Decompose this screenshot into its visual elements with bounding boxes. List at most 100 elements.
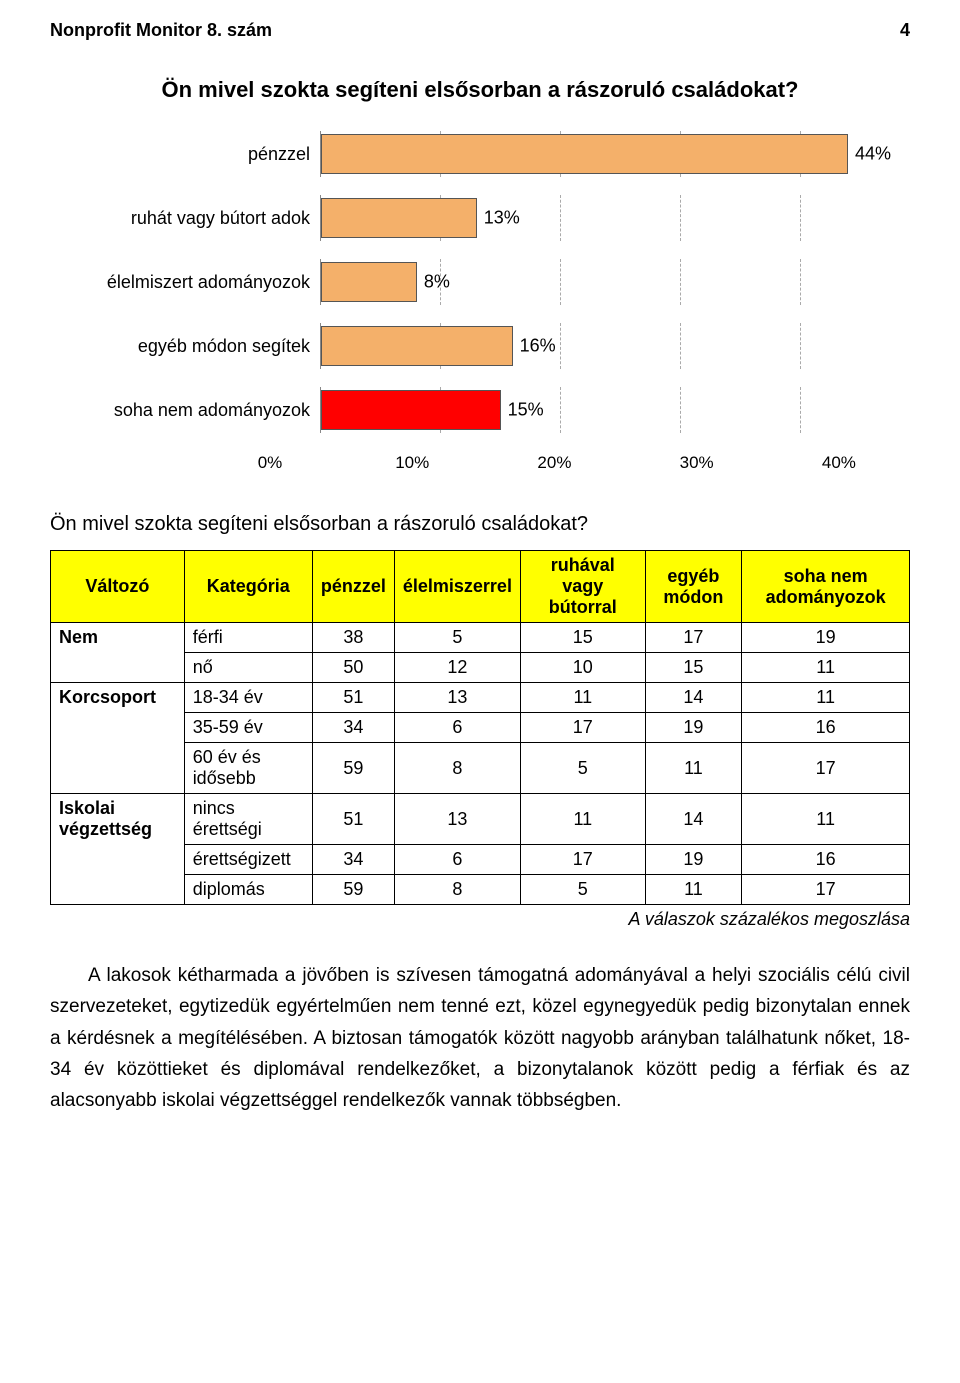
table-category-cell: nincs érettségi bbox=[184, 794, 312, 845]
chart-plot-area: 15% bbox=[320, 387, 860, 433]
table-header-cell: pénzzel bbox=[312, 551, 394, 623]
table-value-cell: 34 bbox=[312, 713, 394, 743]
axis-tick-label: 30% bbox=[680, 453, 714, 473]
chart-row: egyéb módon segítek16% bbox=[100, 323, 860, 369]
question-2-title: Ön mivel szokta segíteni elsősorban a rá… bbox=[50, 513, 910, 536]
chart-row: soha nem adományozok15% bbox=[100, 387, 860, 433]
table-value-cell: 12 bbox=[394, 653, 520, 683]
chart-bar: 16% bbox=[321, 326, 513, 366]
table-value-cell: 50 bbox=[312, 653, 394, 683]
chart-bar: 44% bbox=[321, 134, 848, 174]
chart-bar-label: pénzzel bbox=[100, 144, 320, 165]
axis-tick-label: 0% bbox=[258, 453, 283, 473]
chart-bar-value: 16% bbox=[512, 336, 556, 357]
table-category-cell: 18-34 év bbox=[184, 683, 312, 713]
table-value-cell: 11 bbox=[520, 794, 645, 845]
chart-bar-value: 8% bbox=[416, 272, 450, 293]
table-caption: A válaszok százalékos megoszlása bbox=[50, 909, 910, 930]
table-value-cell: 17 bbox=[742, 743, 910, 794]
chart-bar: 15% bbox=[321, 390, 501, 430]
table-header-cell: Változó bbox=[51, 551, 185, 623]
table-row: Korcsoport18-34 év5113111411 bbox=[51, 683, 910, 713]
table-value-cell: 51 bbox=[312, 683, 394, 713]
table-value-cell: 16 bbox=[742, 713, 910, 743]
table-value-cell: 59 bbox=[312, 743, 394, 794]
table-value-cell: 17 bbox=[645, 623, 742, 653]
table-category-cell: diplomás bbox=[184, 875, 312, 905]
table-value-cell: 14 bbox=[645, 794, 742, 845]
chart-bar: 8% bbox=[321, 262, 417, 302]
table-value-cell: 14 bbox=[645, 683, 742, 713]
table-header-cell: ruhával vagy bútorral bbox=[520, 551, 645, 623]
table-value-cell: 17 bbox=[742, 875, 910, 905]
table-value-cell: 8 bbox=[394, 875, 520, 905]
table-value-cell: 11 bbox=[645, 743, 742, 794]
chart-bar-value: 13% bbox=[476, 208, 520, 229]
chart-plot-area: 13% bbox=[320, 195, 860, 241]
chart-x-axis: 0% 10% 20% 30% 40% bbox=[50, 453, 910, 473]
table-value-cell: 16 bbox=[742, 845, 910, 875]
table-header-cell: Kategória bbox=[184, 551, 312, 623]
table-value-cell: 5 bbox=[520, 743, 645, 794]
chart-bar-value: 44% bbox=[847, 144, 891, 165]
table-value-cell: 11 bbox=[520, 683, 645, 713]
breakdown-table: VáltozóKategóriapénzzelélelmiszerrelruhá… bbox=[50, 550, 910, 905]
table-value-cell: 11 bbox=[742, 794, 910, 845]
table-value-cell: 59 bbox=[312, 875, 394, 905]
doc-title: Nonprofit Monitor 8. szám bbox=[50, 20, 272, 41]
page-header: Nonprofit Monitor 8. szám 4 bbox=[50, 20, 910, 41]
body-paragraph: A lakosok kétharmada a jövőben is szíves… bbox=[50, 960, 910, 1117]
table-value-cell: 5 bbox=[520, 875, 645, 905]
table-value-cell: 15 bbox=[520, 623, 645, 653]
chart-bar-value: 15% bbox=[500, 400, 544, 421]
table-header-cell: soha nem adományozok bbox=[742, 551, 910, 623]
table-group-cell: Iskolai végzettség bbox=[51, 794, 185, 905]
table-value-cell: 6 bbox=[394, 845, 520, 875]
table-value-cell: 15 bbox=[645, 653, 742, 683]
table-category-cell: férfi bbox=[184, 623, 312, 653]
body-paragraph-text: A lakosok kétharmada a jövőben is szíves… bbox=[50, 965, 910, 1111]
chart-row: élelmiszert adományozok8% bbox=[100, 259, 860, 305]
chart-bar-label: soha nem adományozok bbox=[100, 400, 320, 421]
chart-plot-area: 16% bbox=[320, 323, 860, 369]
page-number: 4 bbox=[900, 20, 910, 41]
help-type-bar-chart: pénzzel44%ruhát vagy bútort adok13%élelm… bbox=[100, 131, 860, 433]
chart-row: ruhát vagy bútort adok13% bbox=[100, 195, 860, 241]
table-row: Iskolai végzettségnincs érettségi5113111… bbox=[51, 794, 910, 845]
table-row: Nemférfi385151719 bbox=[51, 623, 910, 653]
table-value-cell: 11 bbox=[742, 683, 910, 713]
table-category-cell: 60 év és idősebb bbox=[184, 743, 312, 794]
chart-plot-area: 8% bbox=[320, 259, 860, 305]
axis-tick-label: 40% bbox=[822, 453, 856, 473]
table-value-cell: 13 bbox=[394, 683, 520, 713]
table-value-cell: 19 bbox=[645, 713, 742, 743]
table-value-cell: 17 bbox=[520, 713, 645, 743]
chart-bar-label: élelmiszert adományozok bbox=[100, 272, 320, 293]
table-group-cell: Korcsoport bbox=[51, 683, 185, 794]
axis-tick-label: 20% bbox=[537, 453, 571, 473]
axis-tick-label: 10% bbox=[395, 453, 429, 473]
table-value-cell: 8 bbox=[394, 743, 520, 794]
table-category-cell: nő bbox=[184, 653, 312, 683]
table-category-cell: érettségizett bbox=[184, 845, 312, 875]
chart-bar: 13% bbox=[321, 198, 477, 238]
table-category-cell: 35-59 év bbox=[184, 713, 312, 743]
table-value-cell: 11 bbox=[645, 875, 742, 905]
chart-bar-label: egyéb módon segítek bbox=[100, 336, 320, 357]
chart-bar-label: ruhát vagy bútort adok bbox=[100, 208, 320, 229]
table-header-cell: élelmiszerrel bbox=[394, 551, 520, 623]
table-value-cell: 51 bbox=[312, 794, 394, 845]
table-value-cell: 34 bbox=[312, 845, 394, 875]
table-group-cell: Nem bbox=[51, 623, 185, 683]
question-1-title: Ön mivel szokta segíteni elsősorban a rá… bbox=[50, 77, 910, 103]
table-value-cell: 19 bbox=[645, 845, 742, 875]
table-value-cell: 6 bbox=[394, 713, 520, 743]
table-header-cell: egyéb módon bbox=[645, 551, 742, 623]
table-value-cell: 17 bbox=[520, 845, 645, 875]
table-value-cell: 19 bbox=[742, 623, 910, 653]
chart-plot-area: 44% bbox=[320, 131, 860, 177]
table-value-cell: 11 bbox=[742, 653, 910, 683]
chart-row: pénzzel44% bbox=[100, 131, 860, 177]
table-value-cell: 10 bbox=[520, 653, 645, 683]
table-value-cell: 13 bbox=[394, 794, 520, 845]
